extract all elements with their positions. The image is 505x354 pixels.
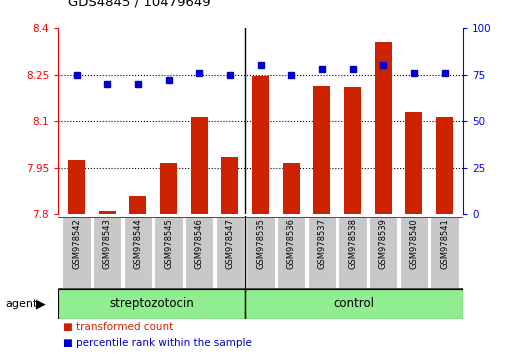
FancyBboxPatch shape [430, 217, 458, 288]
Text: GSM978540: GSM978540 [409, 218, 418, 269]
Bar [251, 76, 269, 214]
Text: GSM978538: GSM978538 [347, 218, 357, 269]
Text: GSM978535: GSM978535 [256, 218, 265, 269]
FancyBboxPatch shape [307, 217, 335, 288]
Text: GDS4845 / 10479649: GDS4845 / 10479649 [68, 0, 211, 9]
Bar [313, 86, 330, 214]
FancyBboxPatch shape [338, 217, 366, 288]
FancyBboxPatch shape [93, 217, 121, 288]
Text: GSM978546: GSM978546 [194, 218, 204, 269]
Text: GSM978542: GSM978542 [72, 218, 81, 269]
Text: GSM978543: GSM978543 [103, 218, 112, 269]
FancyBboxPatch shape [62, 217, 90, 288]
Bar [190, 116, 207, 214]
Text: ■ transformed count: ■ transformed count [63, 322, 173, 332]
FancyBboxPatch shape [185, 217, 213, 288]
Text: ■ percentile rank within the sample: ■ percentile rank within the sample [63, 338, 251, 348]
Bar [405, 112, 422, 214]
Text: GSM978539: GSM978539 [378, 218, 387, 269]
Text: GSM978544: GSM978544 [133, 218, 142, 269]
Text: ▶: ▶ [36, 297, 46, 310]
Text: GSM978547: GSM978547 [225, 218, 234, 269]
Text: agent: agent [5, 298, 37, 309]
Bar [435, 116, 452, 214]
Bar [221, 157, 238, 214]
Bar [343, 87, 360, 214]
Text: control: control [333, 297, 374, 310]
FancyBboxPatch shape [277, 217, 305, 288]
FancyBboxPatch shape [58, 289, 245, 319]
Text: GSM978541: GSM978541 [439, 218, 448, 269]
Bar [129, 195, 146, 214]
Text: GSM978545: GSM978545 [164, 218, 173, 269]
FancyBboxPatch shape [246, 217, 274, 288]
FancyBboxPatch shape [369, 217, 396, 288]
FancyBboxPatch shape [124, 217, 152, 288]
Bar [160, 163, 177, 214]
Text: GSM978537: GSM978537 [317, 218, 326, 269]
FancyBboxPatch shape [245, 289, 462, 319]
FancyBboxPatch shape [154, 217, 182, 288]
Bar [374, 42, 391, 214]
FancyBboxPatch shape [399, 217, 427, 288]
Text: streptozotocin: streptozotocin [109, 297, 194, 310]
FancyBboxPatch shape [216, 217, 243, 288]
Bar [98, 211, 116, 214]
Bar [68, 160, 85, 214]
Text: GSM978536: GSM978536 [286, 218, 295, 269]
Bar [282, 163, 299, 214]
